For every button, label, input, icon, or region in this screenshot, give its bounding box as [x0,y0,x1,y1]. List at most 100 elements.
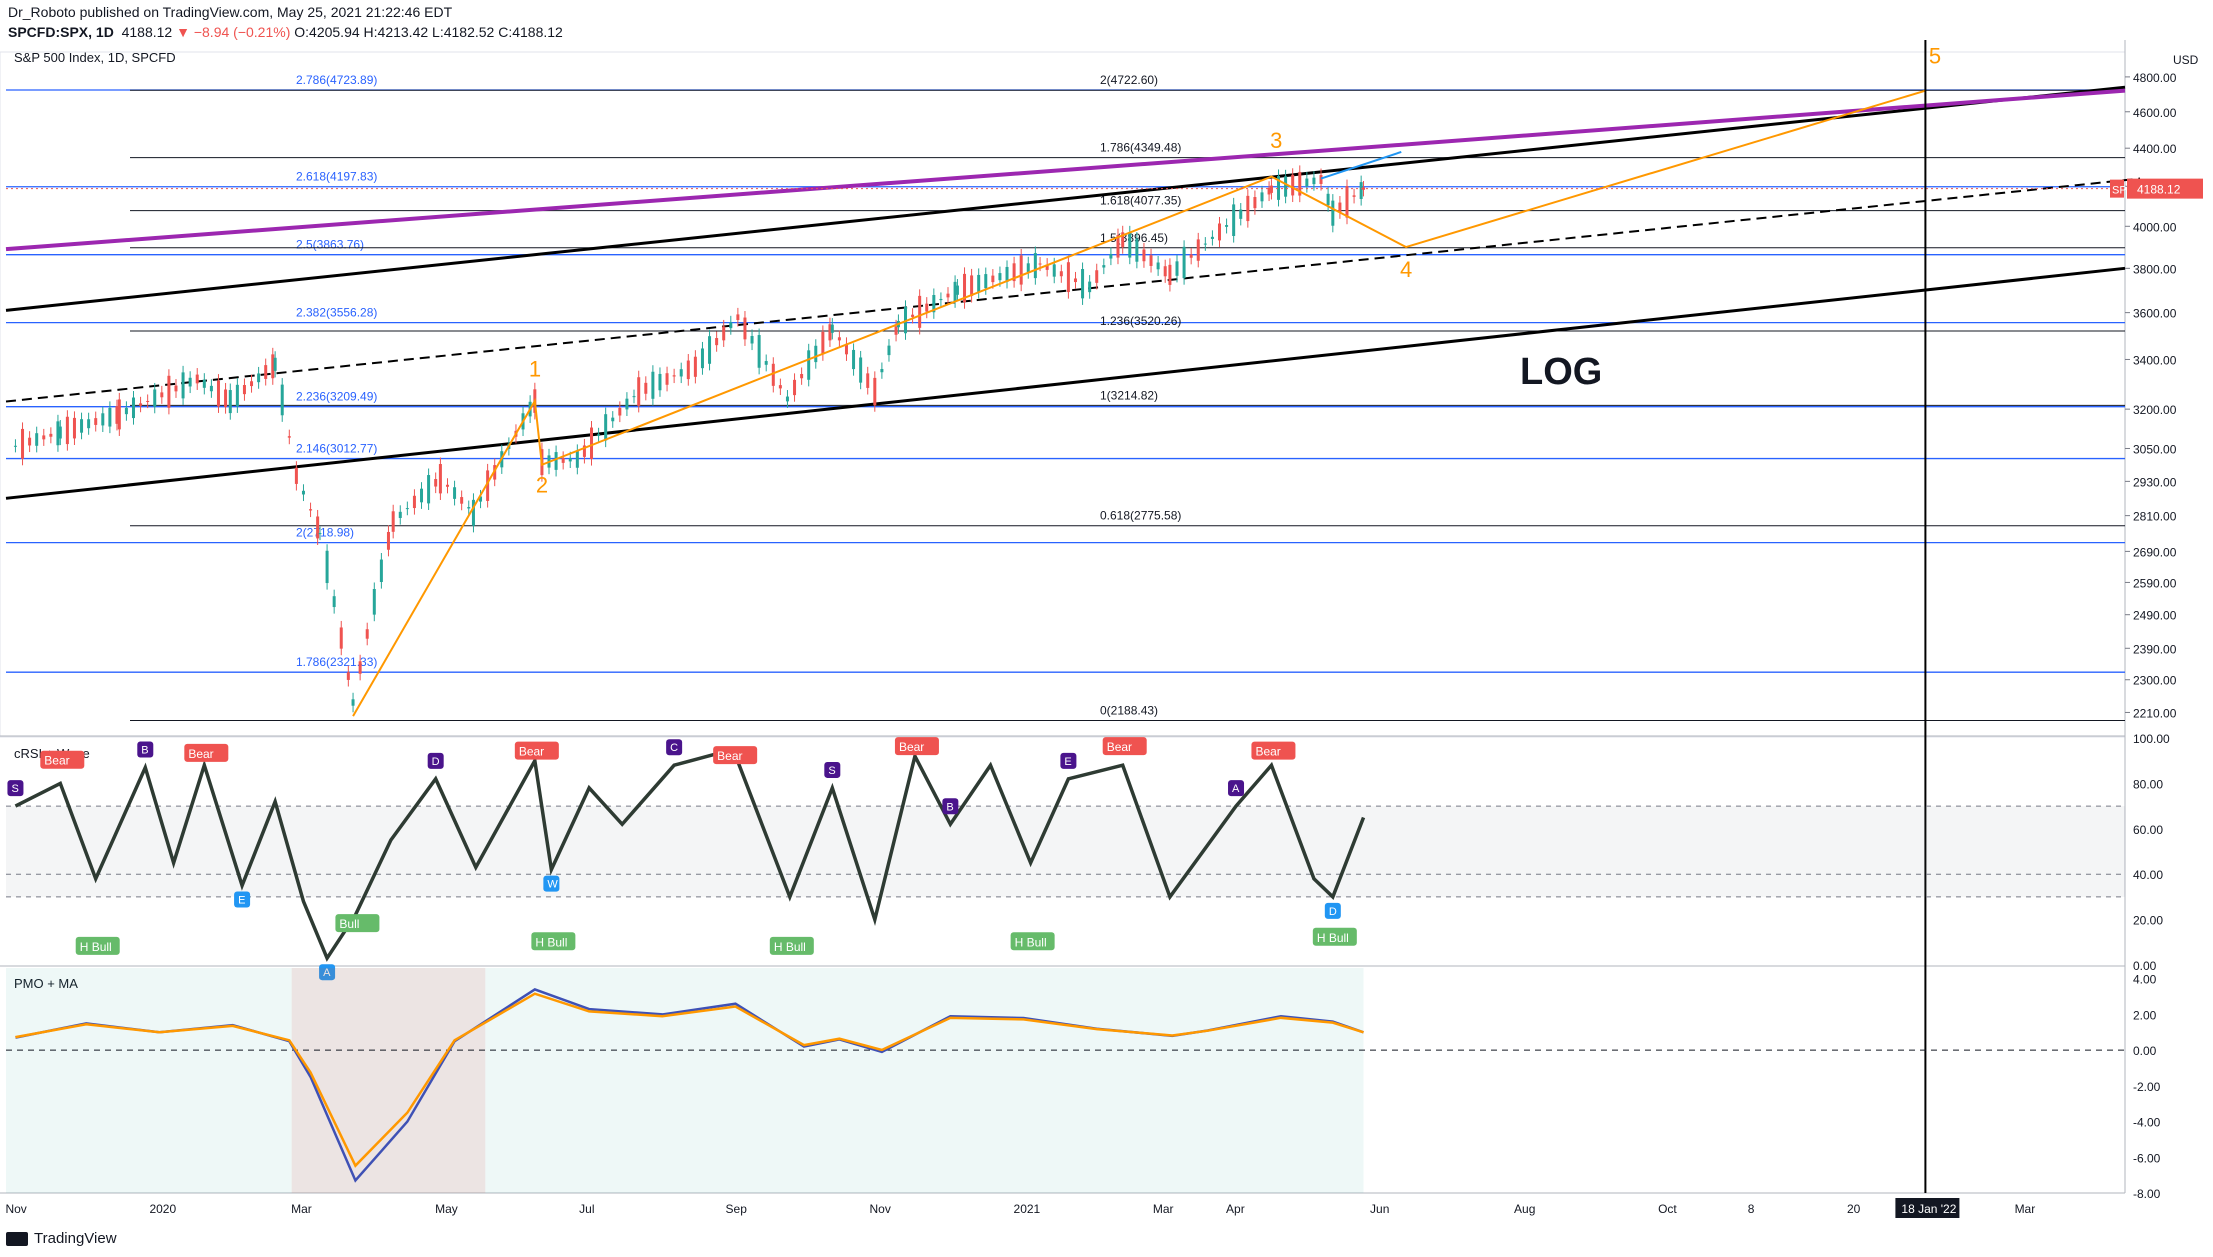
candle-body [977,274,981,292]
x-tick-label: Mar [2015,1202,2036,1216]
candle-body [700,348,704,369]
fib-label-left: 2.618(4197.83) [296,170,377,184]
signal-badge [531,932,576,951]
candle-body [273,357,277,371]
candle-body [412,495,416,509]
candle-body [434,479,438,487]
candle-body [174,385,178,392]
candle-body [1352,195,1356,197]
candle-body [1338,202,1342,213]
signal-badge [769,936,814,955]
candle-body [318,533,322,535]
candle-body [793,379,797,396]
fib-label-right: 0(2188.43) [1100,703,1158,717]
candle-body [651,371,655,399]
candle-body [998,273,1002,281]
candle-body [131,397,135,419]
candle-body [859,357,863,383]
candle-body [1189,254,1193,258]
candle-body [1038,263,1042,265]
y-tick-label: 2390.00 [2133,642,2177,656]
candle-body [554,452,558,470]
y-tick-label: 3600.00 [2133,307,2177,321]
signal-text: H Bull [1015,935,1047,949]
candle-body [420,488,424,503]
footer: TradingView [6,1230,117,1247]
candle-body [743,317,747,340]
candle-body [242,385,246,395]
y-tick-label: 2690.00 [2133,545,2177,559]
candle-body [21,428,25,459]
rsi-tick-label: 40.00 [2133,868,2163,882]
publisher-line: Dr_Roboto published on TradingView.com, … [8,4,453,20]
pmo-tick-label: -2.00 [2133,1080,2161,1094]
candle-body [94,418,98,425]
wave-badge [234,891,251,908]
candle-body [830,324,834,333]
x-tick-label: Aug [1514,1202,1535,1216]
candle-body [453,487,457,499]
candle-body [1232,204,1236,236]
wave-badge-letter: S [11,783,18,795]
candle-body [365,629,369,639]
dashed-trend-line [5,177,2141,403]
candle-body [970,275,974,296]
y-tick-label: 2490.00 [2133,609,2177,623]
candle-body [637,377,641,406]
candle-body [1088,281,1092,293]
price-tag-bg [2127,178,2203,199]
candle-body [1168,264,1172,285]
candle-body [597,434,601,436]
candle-body [271,354,275,379]
pmo-bull-bg [6,968,1364,1193]
candle-body [202,379,206,388]
symbol-line: SPCFD:SPX, 1D 4188.12 ▼ −8.94 (−0.21%) O… [8,24,563,40]
x-tick-label: Nov [870,1202,891,1216]
x-tick-label: 2021 [1014,1202,1041,1216]
candle-body [1109,253,1113,259]
price-change: ▼ −8.94 (−0.21%) [176,24,291,40]
candle-body [325,550,329,584]
signal-badge [1251,741,1296,760]
candle-body [575,450,579,468]
candle-body [873,377,877,406]
wave-badge-letter: B [141,745,148,757]
upper-trend-line [5,85,2126,312]
candle-body [582,445,586,457]
fib-label-left: 1.786(2321.33) [296,655,377,669]
candle-body [216,380,220,407]
y-tick-label: 4000.00 [2133,220,2177,234]
signal-text: Bear [899,740,924,754]
candle-body [1246,195,1250,222]
candle-body [807,350,811,380]
candle-body [56,421,60,446]
candle-body [918,295,922,328]
candle-body [764,361,768,365]
price-pane-title: S&P 500 Index, 1D, SPCFD [14,50,176,65]
wave-badge [543,875,560,892]
y-tick-label: 4400.00 [2133,142,2177,156]
candle-body [828,324,832,341]
open-value: O:4205.94 [294,24,360,40]
candle-body [309,509,313,511]
wave-badge [427,752,444,769]
candle-body [1326,193,1330,206]
candle-body [665,373,669,385]
candle-body [1156,262,1160,270]
candle-body [844,343,848,355]
candle-body [632,396,636,398]
candle-body [101,413,105,426]
date-marker-label: 18 Jan '22 [1901,1202,1956,1216]
candle-body [1277,175,1281,200]
candle-body [880,369,884,373]
rsi-tick-label: 80.00 [2133,777,2163,791]
candle-body [618,407,622,416]
signal-badge [894,737,939,756]
candle-body [800,373,804,379]
candle-body [866,373,870,388]
candle-body [153,389,157,407]
x-tick-label: Oct [1658,1202,1677,1216]
rsi-tick-label: 60.00 [2133,823,2163,837]
candle-body [117,399,121,430]
